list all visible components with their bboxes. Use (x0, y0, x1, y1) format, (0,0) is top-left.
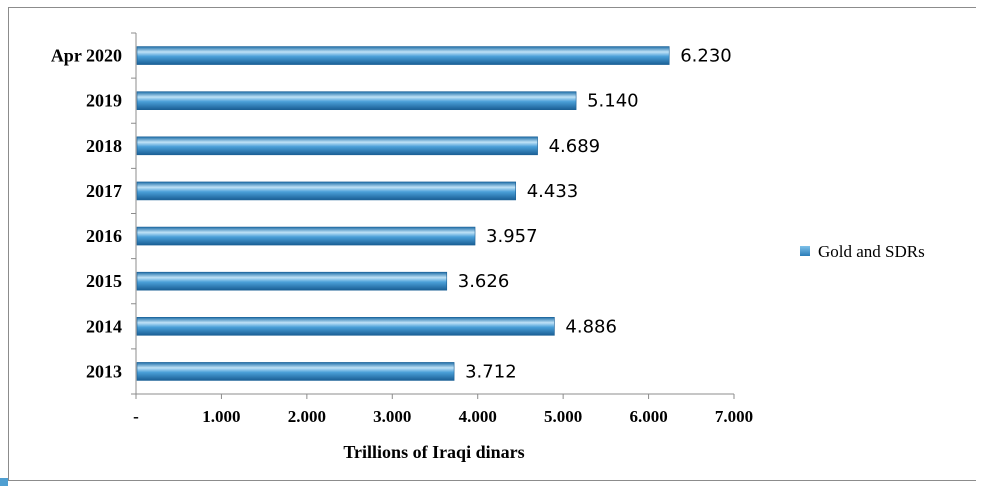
category-label: 2015 (86, 271, 122, 291)
category-label: 2018 (86, 136, 122, 156)
legend-label: Gold and SDRs (818, 242, 925, 261)
category-label: 2013 (86, 361, 122, 381)
x-tick-label: 5.000 (544, 407, 582, 426)
bar (136, 226, 476, 246)
data-label: 4.433 (527, 181, 579, 202)
bar (136, 317, 555, 336)
legend-swatch (800, 246, 810, 256)
data-label: 4.886 (565, 316, 617, 337)
x-tick-label: - (133, 407, 139, 426)
bar (136, 271, 448, 291)
labels-layer: - 1.000 2.000 3.000 4.000 5.000 6.000 7.000 Apr … (51, 46, 753, 426)
category-label: Apr 2020 (51, 46, 122, 66)
data-label: 3.957 (486, 226, 538, 247)
x-tick-label: 7.000 (715, 407, 753, 426)
x-axis-title: Trillions of Iraqi dinars (343, 442, 524, 462)
x-tick-label: 3.000 (373, 407, 411, 426)
x-tick-label: 6.000 (629, 407, 667, 426)
category-label: 2016 (86, 226, 122, 246)
bar (136, 362, 455, 381)
corner-accent (0, 478, 8, 486)
bar (136, 91, 577, 110)
bars-layer (136, 46, 670, 381)
data-label: 6.230 (680, 46, 732, 67)
data-label: 5.140 (587, 91, 639, 112)
x-tick-label: 1.000 (202, 407, 240, 426)
category-label: 2019 (86, 91, 122, 111)
bar (136, 136, 538, 156)
data-label: 3.712 (465, 361, 517, 382)
bar (136, 46, 670, 65)
category-label: 2014 (86, 316, 122, 336)
category-label: 2017 (86, 181, 122, 201)
bar (136, 181, 517, 201)
data-label: 4.689 (549, 136, 601, 157)
x-tick-label: 2.000 (288, 407, 326, 426)
x-tick-label: 4.000 (459, 407, 497, 426)
data-label: 3.626 (458, 271, 510, 292)
axes-layer (131, 32, 735, 399)
legend: Gold and SDRs (800, 242, 925, 261)
